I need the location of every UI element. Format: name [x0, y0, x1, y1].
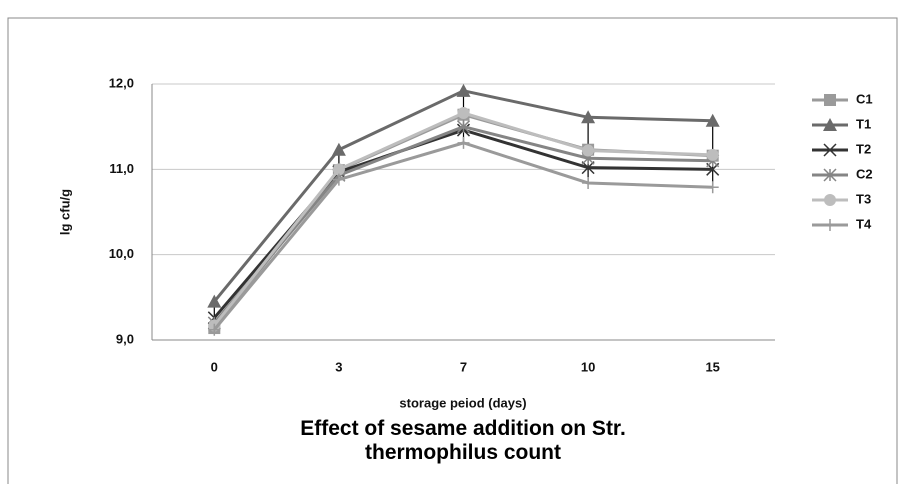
marker-triangle: [207, 294, 222, 308]
marker-triangle: [456, 83, 471, 97]
marker: [824, 194, 836, 206]
x-tick-label: 3: [335, 359, 342, 374]
marker-triangle: [705, 113, 720, 127]
marker-circle: [457, 107, 470, 120]
marker-circle: [332, 163, 345, 176]
marker: [456, 120, 471, 134]
marker: [824, 219, 836, 231]
x-tick-label: 15: [705, 359, 719, 374]
marker-circle: [582, 144, 595, 157]
marker: [208, 323, 221, 336]
x-tick-label: 7: [460, 359, 467, 374]
y-tick-label: 12,0: [109, 75, 134, 90]
legend-label: T3: [856, 191, 871, 206]
marker-triangle: [823, 118, 837, 131]
marker-plus: [582, 176, 595, 189]
marker: [823, 168, 837, 182]
legend-label: T1: [856, 116, 871, 131]
marker-circle: [824, 194, 836, 206]
marker-asterisk: [823, 168, 837, 182]
marker: [457, 136, 470, 149]
marker-plus: [824, 219, 836, 231]
marker-x: [581, 161, 595, 175]
chart-title: Effect of sesame addition on Str. thermo…: [300, 417, 626, 464]
marker: [331, 142, 346, 156]
legend-label: C1: [856, 91, 873, 106]
marker: [706, 181, 719, 194]
legend-label: T4: [856, 216, 872, 231]
marker-x: [823, 143, 837, 157]
y-axis-label: lg cfu/g: [57, 189, 72, 235]
y-tick-label: 11,0: [109, 161, 134, 176]
marker-plus: [208, 323, 221, 336]
frame: [7, 17, 898, 484]
marker: [456, 83, 471, 97]
marker: [582, 176, 595, 189]
x-axis-label: storage peiod (days): [399, 395, 526, 410]
legend-label: T2: [856, 141, 871, 156]
marker-circle: [706, 148, 719, 161]
marker: [581, 161, 595, 175]
x-tick-label: 10: [581, 359, 595, 374]
marker-plus: [706, 181, 719, 194]
marker: [207, 294, 222, 308]
marker-square: [824, 94, 836, 106]
marker: [332, 173, 345, 186]
y-tick-label: 9,0: [116, 331, 134, 346]
marker: [823, 118, 837, 131]
marker: [582, 144, 595, 157]
y-tick-label: 10,0: [109, 246, 134, 261]
marker: [824, 94, 836, 106]
marker-plus: [332, 173, 345, 186]
marker: [823, 143, 837, 157]
marker-asterisk: [456, 120, 471, 134]
marker-triangle: [331, 142, 346, 156]
marker-triangle: [581, 110, 596, 124]
marker: [705, 113, 720, 127]
marker-plus: [457, 136, 470, 149]
x-tick-label: 0: [211, 359, 218, 374]
marker: [332, 163, 345, 176]
legend-label: C2: [856, 166, 873, 181]
marker: [581, 110, 596, 124]
marker: [457, 107, 470, 120]
marker: [706, 148, 719, 161]
series-line: [213, 125, 713, 324]
